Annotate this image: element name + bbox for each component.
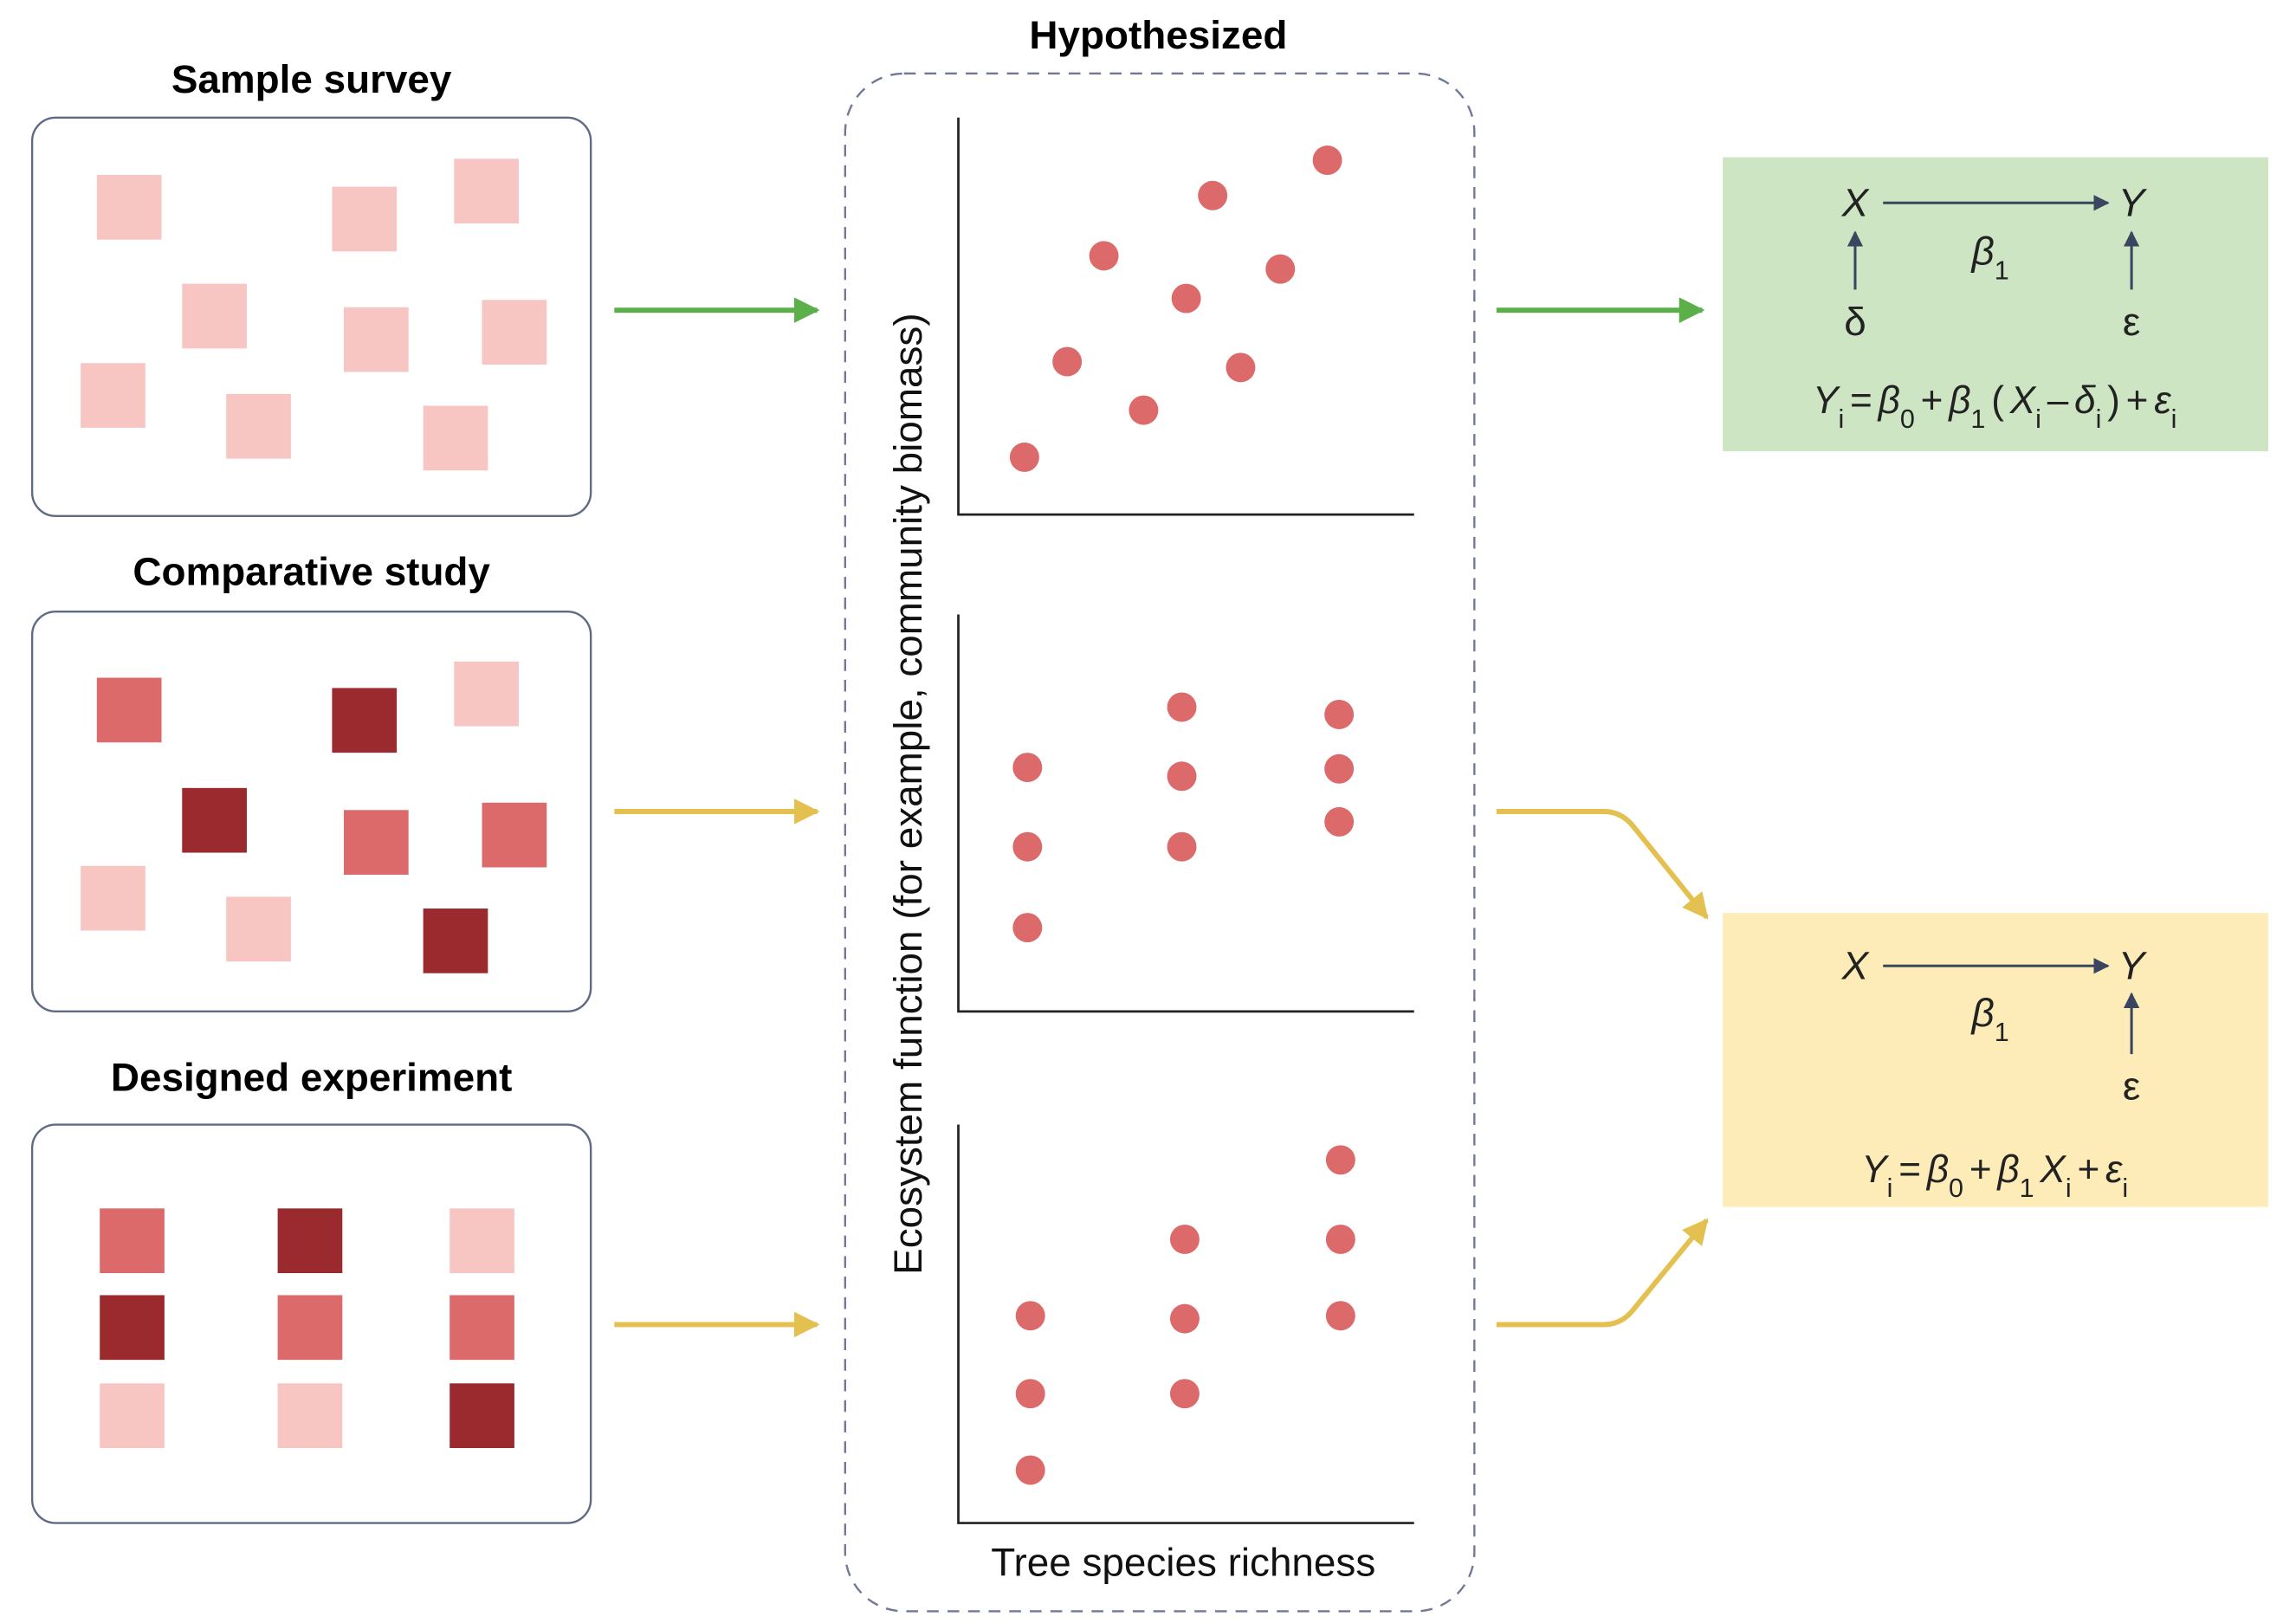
operator: ): [2107, 379, 2120, 422]
model-y-error: ε: [2123, 1064, 2140, 1109]
operator: =: [1898, 1148, 1921, 1191]
model-coefficient: β1: [1970, 991, 2009, 1047]
subscript: 0: [1900, 404, 1915, 434]
scatter-plots: [957, 117, 1414, 1524]
symbol: Y: [1813, 379, 1841, 422]
model-x: X: [1841, 181, 1870, 225]
symbol: X: [2009, 379, 2037, 422]
model-coefficient: β1: [1970, 230, 2009, 286]
subscript: i: [2066, 1174, 2072, 1203]
operator: (: [1991, 379, 2004, 422]
subscript: i: [2122, 1174, 2128, 1203]
symbol: β: [1970, 991, 1995, 1035]
y-axis-label: Ecosystem function (for example, communi…: [886, 313, 930, 1274]
model-equation: Yi = β0 + β1(Xi – δi) + εi: [1813, 379, 2176, 434]
arrows: [614, 297, 1709, 1338]
symbol: β: [1947, 379, 1970, 422]
operator: +: [1921, 379, 1944, 422]
subscript: i: [1838, 404, 1844, 434]
model-x-error: δ: [1844, 300, 1866, 344]
dashed-frame: [844, 72, 1476, 1613]
x-axis-label: Tree species richness: [991, 1541, 1375, 1585]
model-arrows: [1847, 195, 2140, 1055]
subscript: 1: [1995, 256, 2009, 286]
center-title: Hypothesized: [1029, 13, 1287, 57]
model-y-error: ε: [2123, 300, 2140, 344]
operator: +: [2126, 379, 2149, 422]
panel-title: Sample survey: [171, 57, 452, 101]
plots-panel: [30, 1123, 592, 1524]
symbol: ε: [2105, 1148, 2123, 1191]
model-box: [1723, 913, 2268, 1207]
panel-title: Designed experiment: [111, 1056, 513, 1100]
model-box: [1723, 157, 2268, 452]
model-y: Y: [2118, 181, 2148, 225]
operator: +: [1969, 1148, 1992, 1191]
symbol: Y: [1861, 1148, 1890, 1191]
subscript: i: [2096, 404, 2102, 434]
subscript: 1: [1970, 404, 1985, 434]
subscript: 0: [1949, 1174, 1963, 1203]
symbol: β: [1995, 1148, 2019, 1191]
subscript: i: [2035, 404, 2041, 434]
plots-panel: [30, 610, 592, 1013]
symbol: ε: [2154, 379, 2171, 422]
symbol: β: [1970, 230, 1995, 274]
symbol: δ: [2074, 379, 2096, 422]
model-x: X: [1841, 944, 1870, 988]
symbol: X: [2039, 1148, 2066, 1191]
subscript: 1: [2020, 1174, 2034, 1203]
symbol: β: [1925, 1148, 1949, 1191]
operator: +: [2077, 1148, 2099, 1191]
subscript: i: [1887, 1174, 1893, 1203]
model-y: Y: [2118, 944, 2148, 988]
operator: –: [2047, 379, 2069, 422]
plots-panel: [30, 116, 592, 517]
model-equation: Yi = β0 + β1 Xi + εi: [1861, 1148, 2128, 1203]
subscript: i: [2171, 404, 2177, 434]
symbol: β: [1877, 379, 1900, 422]
operator: =: [1850, 379, 1872, 422]
subscript: 1: [1995, 1018, 2009, 1047]
panel-title: Comparative study: [133, 550, 490, 594]
